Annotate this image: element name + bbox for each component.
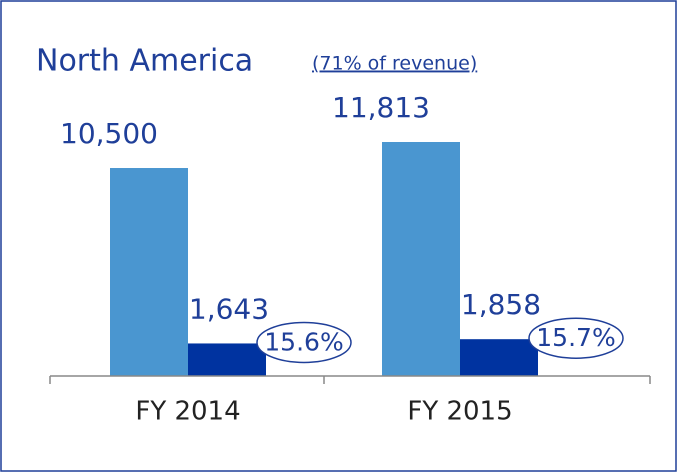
- bar: [188, 343, 266, 376]
- value-label: 11,813: [332, 91, 430, 124]
- value-label: 10,500: [60, 117, 158, 150]
- x-tick-label: FY 2014: [135, 397, 240, 427]
- bar: [460, 339, 538, 376]
- annotation: 15.7%: [536, 323, 615, 352]
- chart-subtitle: (71% of revenue): [312, 53, 477, 75]
- value-label: 1,858: [461, 288, 541, 321]
- bar: [110, 168, 188, 376]
- bar: [382, 142, 460, 376]
- annotation-ellipse: [256, 321, 352, 364]
- chart-title: North America: [36, 44, 253, 79]
- annotation-ellipse: [528, 317, 624, 359]
- x-tick-label: FY 2015: [407, 397, 512, 427]
- annotation: 15.6%: [264, 327, 343, 356]
- value-label: 1,643: [189, 292, 269, 325]
